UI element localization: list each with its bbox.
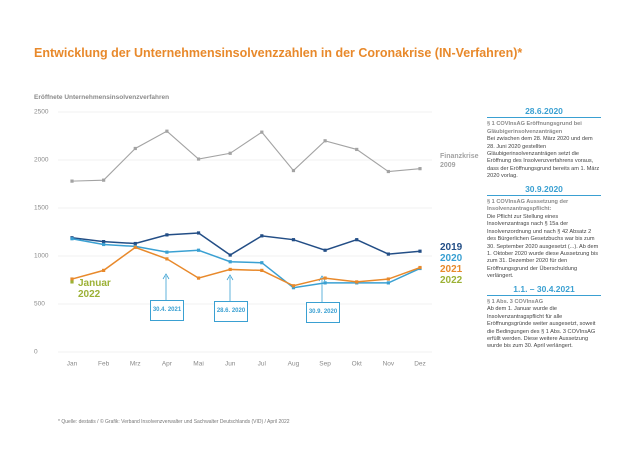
x-tick-label: Mrz [130,361,141,368]
y-tick-label: 2500 [34,109,49,116]
data-point [260,234,264,238]
data-point [70,179,74,183]
data-point [228,253,232,257]
annotation: Januar 2022 [78,278,111,300]
data-point [323,248,327,252]
data-point [133,241,137,246]
x-tick-label: Aug [288,361,300,368]
chart-title: Entwicklung der Unternehmensinsolvenzzah… [34,46,523,60]
data-point [70,237,74,241]
legend-entry: 2019 [440,242,463,253]
data-point [418,167,422,171]
notes-panel: 28.6.2020 § 1 COVInsAG Eröffnungsgrund be… [487,107,601,356]
annotation: 30.9. 2020 [306,302,340,323]
note-date: 28.6.2020 [487,107,601,119]
data-point [291,168,296,173]
data-point [102,268,106,272]
x-tick-label: Jan [67,361,78,368]
y-tick-label: 500 [34,301,45,308]
annotation: 30.4. 2021 [150,300,184,321]
x-tick-label: Apr [162,361,173,368]
data-point [70,280,74,284]
data-point [355,280,359,284]
data-point [386,169,390,174]
data-point [323,281,327,285]
data-point [165,257,169,261]
note-text: Die Pflicht zur Stellung eines Insolvenz… [487,213,599,280]
y-axis-label: Eröffnete Unternehmensinsolvenzverfahren [34,94,170,101]
annotation-arrowhead [162,273,170,280]
y-tick-label: 1000 [34,253,49,260]
data-point [102,240,106,244]
footnote: * Quelle: destatis / © Grafik: Verband I… [58,419,290,425]
annotation-arrowhead [226,274,234,281]
x-tick-label: Sep [319,361,331,368]
series-line [71,232,421,256]
x-tick-label: Jul [258,361,267,368]
note-text: Bei zwischen dem 28. März 2020 und dem 2… [487,136,600,180]
data-point [228,260,232,264]
data-point [323,139,327,143]
series-line [71,246,421,287]
annotation: 28.6. 2020 [214,301,248,322]
data-point [165,233,169,237]
data-point [323,276,327,280]
data-point [70,277,74,281]
legend-entry: 2022 [440,275,463,286]
y-tick-label: 1500 [34,205,49,212]
data-point [165,250,169,254]
x-tick-label: Mai [193,361,203,368]
data-point [196,231,201,235]
data-point [291,284,296,288]
note-subtitle: § 1 Abs. 3 COVInsAG [487,298,544,305]
legend-entry: 2021 [440,264,463,275]
data-point [260,268,264,272]
y-tick-label: 2000 [34,157,49,164]
data-point [102,242,106,247]
x-tick-label: Feb [98,361,110,368]
note-date: 30.9.2020 [487,184,601,197]
data-point [228,267,232,272]
data-point [196,157,201,161]
data-point [260,130,264,134]
data-point [355,238,359,242]
data-point [291,238,296,242]
data-point [260,261,264,265]
data-point [386,281,390,285]
data-point [196,248,201,252]
x-tick-label: Dez [414,361,426,368]
note-date: 1.1. – 30.4.2021 [487,284,601,296]
note-subtitle: § 1 COVInsAG Eröffnungsgrund bei Gläubig… [487,121,582,135]
data-point [418,265,422,270]
x-tick-label: Nov [383,361,395,368]
data-point [196,276,201,280]
data-point [228,151,232,155]
y-tick-label: 0 [34,349,38,356]
data-point [291,286,296,290]
data-point [102,178,106,182]
x-tick-label: Okt [352,361,362,368]
data-point [355,147,359,152]
data-point [165,129,169,133]
series-line [71,237,421,289]
legend-entry: Finanzkrise 2009 [440,153,479,169]
legend-entry: 2020 [440,253,463,264]
data-point [386,277,390,281]
data-point [133,245,137,249]
data-point [386,252,390,256]
note-text: Ab dem 1. Januar wurde die Insolvenzantr… [487,306,596,350]
note-subtitle: § 1 COVInsAG Aussetzung der Insolvenzant… [487,199,569,213]
data-point [418,249,422,253]
x-tick-label: Jun [225,361,236,368]
series-line [71,130,421,182]
data-point [133,146,137,151]
